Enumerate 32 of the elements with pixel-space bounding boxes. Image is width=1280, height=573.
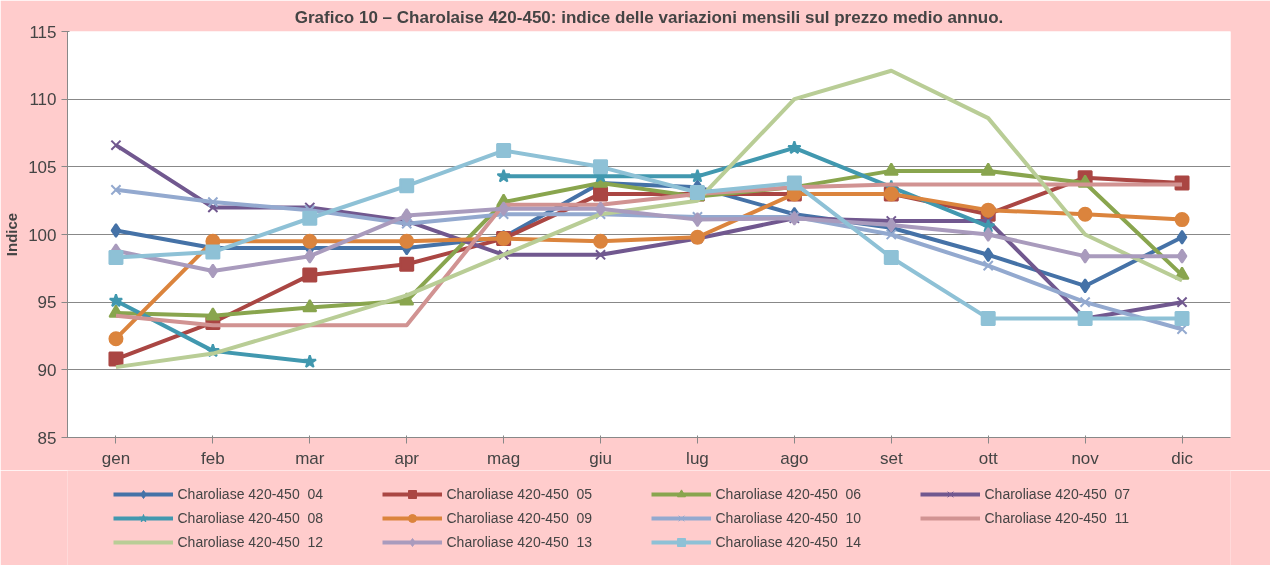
- y-tick-label: 110: [29, 90, 57, 110]
- legend-label: Charoliase 420-450 11: [984, 509, 1130, 526]
- y-tick-label: 105: [28, 157, 57, 177]
- x-tick-label: lug: [686, 448, 709, 468]
- legend-label: Charoliase 420-450 05: [446, 485, 594, 502]
- legend-label: Charoliase 420-450 13: [446, 533, 594, 550]
- x-tick-label: apr: [394, 448, 420, 468]
- x-tick-label: gen: [101, 448, 131, 468]
- legend-label: Charoliase 420-450 07: [984, 485, 1132, 502]
- y-tick-label: 95: [37, 293, 57, 313]
- chart-title: Grafico 10 – Charolaise 420-450: indice delle variazioni mensili sul prezzo medio annuo.: [294, 7, 1004, 27]
- legend-label: Charoliase 420-450 04: [177, 485, 325, 502]
- x-tick-label: dic: [1171, 448, 1194, 468]
- y-axis-title: Indice: [3, 212, 21, 257]
- x-tick-label: set: [879, 448, 903, 468]
- x-tick-label: feb: [201, 448, 225, 468]
- legend-label: Charoliase 420-450 09: [446, 509, 594, 526]
- y-tick-label: 115: [29, 22, 57, 42]
- legend-label: Charoliase 420-450 10: [715, 509, 863, 526]
- x-tick-label: ago: [780, 448, 809, 468]
- legend-label: Charoliase 420-450 12: [177, 533, 325, 550]
- x-tick-label: ott: [978, 448, 998, 468]
- y-tick-label: 85: [37, 428, 57, 448]
- y-tick-label: 90: [37, 360, 57, 380]
- y-tick-label: 100: [28, 225, 57, 245]
- legend-label: Charoliase 420-450 06: [715, 485, 863, 502]
- x-tick-label: mar: [295, 448, 325, 468]
- x-tick-label: nov: [1071, 448, 1100, 468]
- x-tick-label: giu: [589, 448, 612, 468]
- legend-label: Charoliase 420-450 08: [177, 509, 325, 526]
- x-tick-label: mag: [487, 448, 521, 468]
- legend-label: Charoliase 420-450 14: [715, 533, 863, 550]
